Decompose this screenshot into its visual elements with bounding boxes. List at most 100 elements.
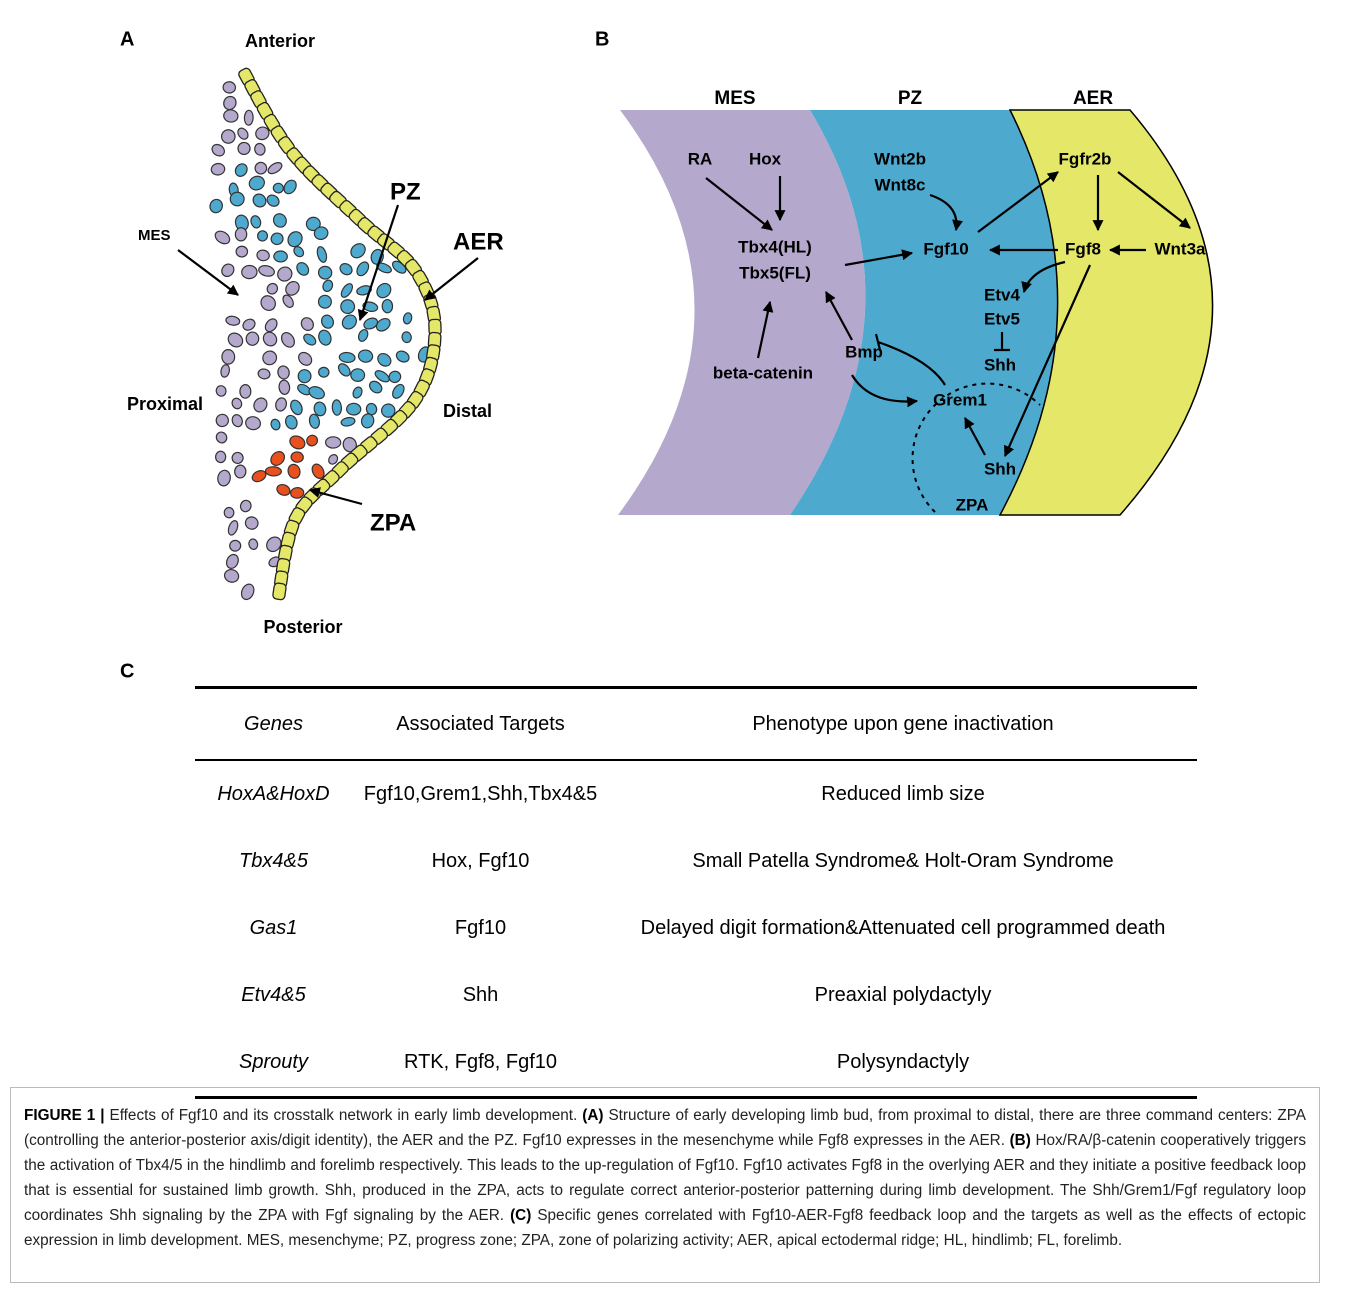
anterior-label: Anterior bbox=[245, 31, 315, 51]
cell bbox=[258, 264, 276, 278]
cell bbox=[338, 261, 354, 277]
table-row: Gas1Fgf10Delayed digit formation&Attenua… bbox=[195, 895, 1197, 962]
cell bbox=[247, 174, 266, 192]
cell bbox=[240, 385, 251, 399]
cell bbox=[288, 433, 307, 451]
proximal-label: Proximal bbox=[127, 394, 203, 414]
node: beta-catenin bbox=[713, 363, 813, 382]
cell bbox=[211, 163, 226, 176]
cell bbox=[235, 228, 247, 241]
cell bbox=[245, 416, 262, 431]
cell bbox=[270, 418, 282, 431]
cell bbox=[355, 260, 372, 278]
cell bbox=[272, 182, 284, 194]
cell bbox=[241, 317, 257, 332]
cell bbox=[253, 160, 268, 175]
cell bbox=[281, 293, 296, 309]
node: RA bbox=[688, 149, 713, 168]
cell bbox=[282, 178, 299, 196]
table-cell: Preaxial polydactyly bbox=[609, 962, 1197, 1029]
node: Wnt2b bbox=[874, 149, 926, 168]
cell bbox=[215, 413, 230, 428]
cell bbox=[236, 126, 250, 141]
cell bbox=[387, 369, 403, 384]
cell bbox=[296, 350, 314, 368]
cell bbox=[257, 230, 268, 241]
cell bbox=[305, 433, 320, 448]
cell bbox=[223, 81, 236, 93]
node: Wnt8c bbox=[875, 175, 926, 194]
cell bbox=[340, 416, 355, 427]
cell bbox=[307, 384, 326, 401]
cell bbox=[261, 330, 280, 349]
cell bbox=[230, 397, 243, 411]
cell bbox=[220, 364, 231, 378]
cell bbox=[243, 515, 260, 532]
cell bbox=[256, 249, 270, 262]
cell bbox=[254, 142, 267, 156]
cell bbox=[266, 160, 284, 176]
cell bbox=[390, 382, 406, 400]
node: Grem1 bbox=[933, 390, 987, 409]
cell bbox=[224, 553, 240, 571]
cell bbox=[230, 450, 245, 465]
node: Fgf8 bbox=[1065, 239, 1101, 258]
gene-table: Genes Associated Targets Phenotype upon … bbox=[195, 686, 1197, 1099]
cell bbox=[374, 281, 394, 301]
caption: FIGURE 1 | Effects of Fgf10 and its cros… bbox=[10, 1087, 1320, 1283]
cell bbox=[351, 386, 363, 400]
cell bbox=[213, 229, 232, 247]
part-label: (C) bbox=[510, 1207, 531, 1224]
cell bbox=[268, 449, 287, 468]
cell bbox=[351, 369, 365, 382]
cell bbox=[298, 369, 312, 383]
panel-label: B bbox=[595, 28, 609, 50]
header-cell: Genes bbox=[195, 688, 352, 761]
cell bbox=[227, 519, 240, 536]
caption-text: Effects of Fgf10 and its crosstalk netwo… bbox=[105, 1107, 583, 1124]
cell bbox=[251, 191, 269, 209]
cell bbox=[258, 293, 278, 313]
cell bbox=[358, 349, 374, 363]
panel-label: C bbox=[120, 660, 134, 680]
node: Fgfr2b bbox=[1059, 149, 1112, 168]
cell bbox=[223, 568, 240, 584]
node: Fgf10 bbox=[923, 239, 968, 258]
cell bbox=[275, 264, 295, 284]
part-label: (A) bbox=[582, 1107, 603, 1124]
cell bbox=[279, 330, 297, 349]
cell bbox=[285, 229, 305, 249]
cell bbox=[265, 281, 280, 296]
node: Etv5 bbox=[984, 309, 1020, 328]
cell bbox=[248, 538, 259, 550]
figure-label: FIGURE 1 | bbox=[24, 1107, 105, 1124]
cell bbox=[339, 352, 356, 363]
cell bbox=[215, 384, 227, 397]
node: ZPA bbox=[956, 495, 989, 514]
node: Tbx5(FL) bbox=[739, 263, 811, 282]
cell bbox=[382, 299, 393, 312]
cell bbox=[231, 413, 244, 428]
cell bbox=[294, 260, 311, 277]
table-row: Tbx4&5Hox, Fgf10Small Patella Syndrome& … bbox=[195, 828, 1197, 895]
cell bbox=[290, 487, 304, 499]
zone-label: PZ bbox=[898, 88, 923, 109]
table-cell: Hox, Fgf10 bbox=[352, 828, 609, 895]
cell bbox=[224, 507, 234, 517]
node: Bmp bbox=[845, 342, 883, 361]
cell bbox=[340, 312, 360, 332]
cell bbox=[239, 582, 256, 601]
table-cell: Shh bbox=[352, 962, 609, 1029]
cell bbox=[278, 380, 290, 395]
cell bbox=[239, 499, 253, 513]
cell bbox=[374, 316, 392, 334]
cell bbox=[265, 193, 281, 209]
cell bbox=[288, 398, 304, 416]
header-row: Genes Associated Targets Phenotype upon … bbox=[195, 688, 1197, 761]
cell bbox=[347, 403, 361, 415]
cell bbox=[339, 282, 355, 299]
cell bbox=[348, 241, 368, 261]
node: Shh bbox=[984, 459, 1016, 478]
node: Shh bbox=[984, 355, 1016, 374]
cell bbox=[357, 328, 370, 343]
